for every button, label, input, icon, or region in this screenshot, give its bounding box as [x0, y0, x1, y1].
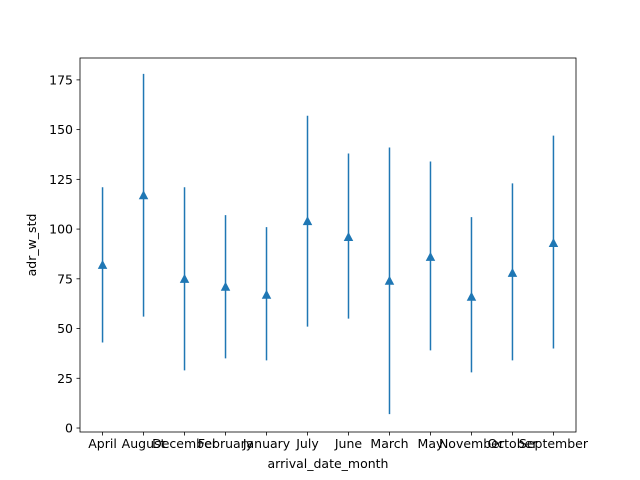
x-tick-label: October [487, 436, 538, 451]
chart-marks [97, 73, 559, 415]
x-tick-label: December [152, 436, 218, 451]
y-tick-label: 50 [57, 321, 73, 336]
y-tick-label: 0 [65, 421, 73, 436]
x-tick-label: June [334, 436, 363, 451]
y-tick-label: 150 [49, 122, 73, 137]
x-tick-label: August [122, 436, 166, 451]
y-axis-label: adr_w_std [24, 214, 39, 277]
y-tick-label: 25 [57, 371, 73, 386]
data-point [302, 216, 313, 226]
x-tick-label: July [295, 436, 319, 451]
data-point [343, 232, 354, 242]
x-tick-label: February [198, 436, 254, 451]
plot-frame [79, 57, 577, 433]
y-tick-label: 175 [49, 72, 73, 87]
y-tick-label: 125 [49, 172, 73, 187]
data-point [179, 273, 190, 283]
data-point [384, 275, 395, 285]
data-point [548, 238, 559, 248]
x-tick-label: September [519, 436, 589, 451]
x-tick-label: November [439, 436, 505, 451]
data-point [138, 190, 149, 200]
y-tick-label: 100 [49, 222, 73, 237]
x-axis-label: arrival_date_month [268, 456, 389, 471]
data-point [220, 281, 231, 291]
y-axis: 0 25 50 75 100 125 150 175 [49, 72, 80, 436]
x-tick-label: April [88, 436, 117, 451]
x-tick-label: March [370, 436, 408, 451]
y-tick-label: 75 [57, 271, 73, 286]
x-tick-label: January [242, 436, 291, 451]
data-point [425, 251, 436, 261]
data-point [97, 259, 108, 269]
data-point [261, 289, 272, 299]
data-point [507, 267, 518, 277]
x-tick-label: May [418, 436, 444, 451]
data-point [466, 291, 477, 301]
